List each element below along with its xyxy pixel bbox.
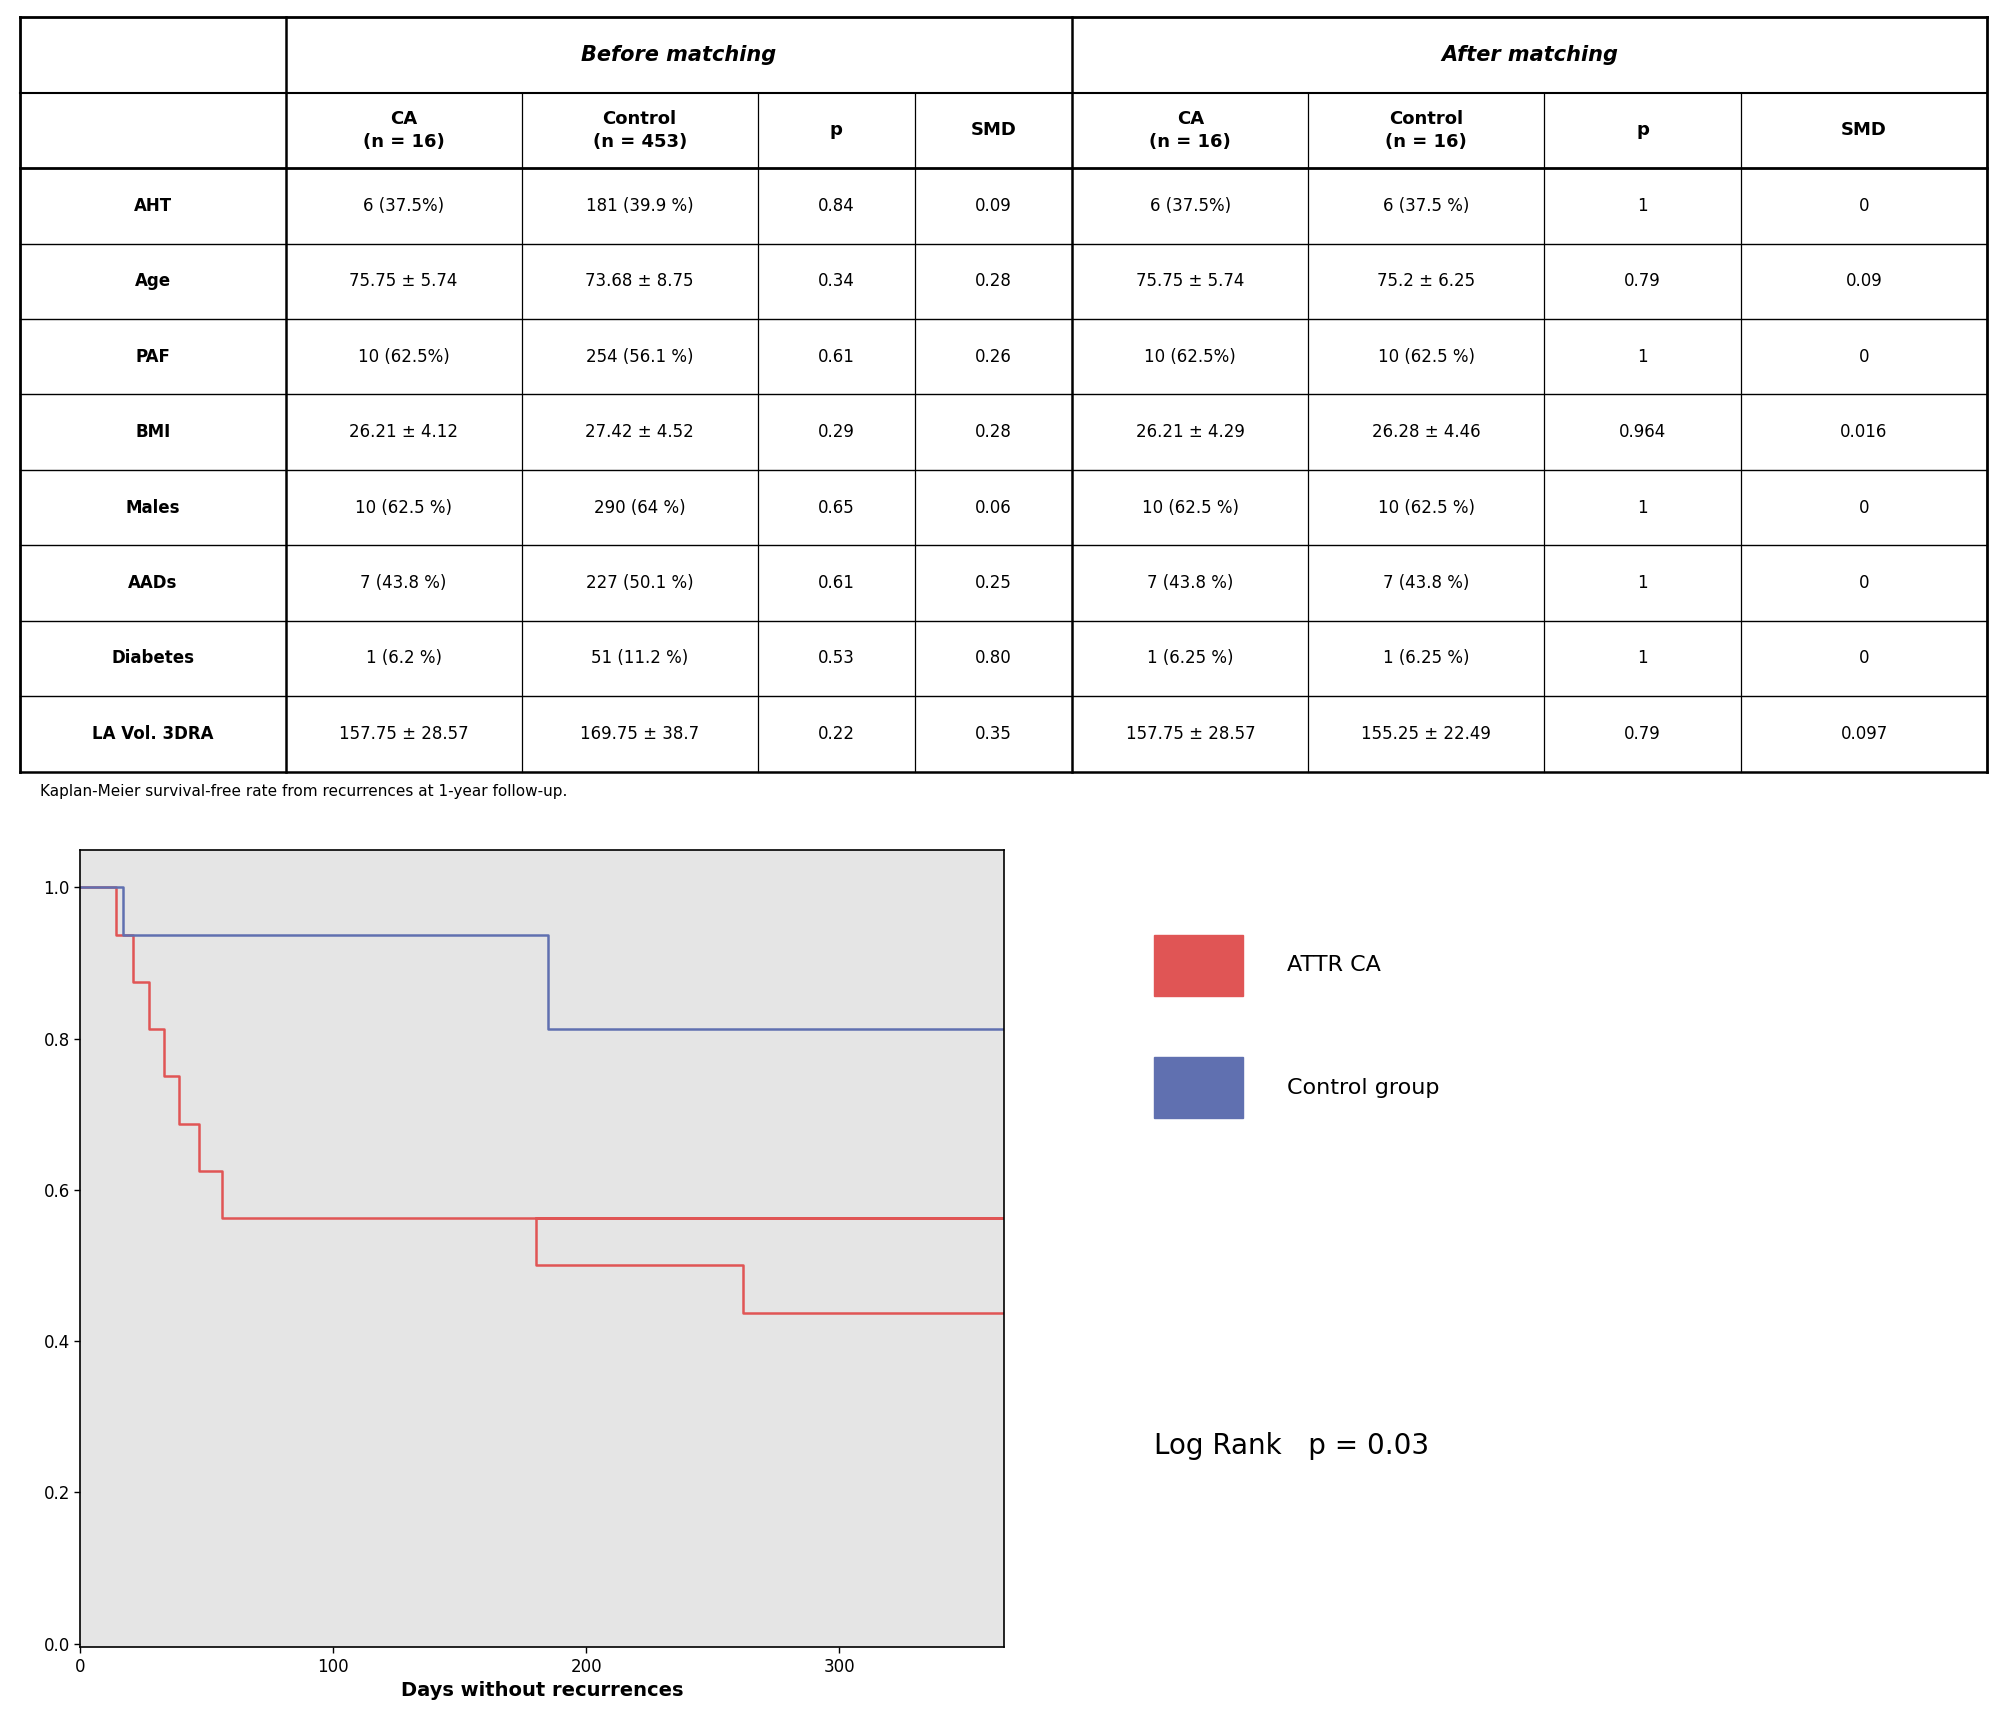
Text: After matching: After matching (1441, 45, 1618, 66)
Text: Before matching: Before matching (582, 45, 777, 66)
Text: 75.2 ± 6.25: 75.2 ± 6.25 (1377, 272, 1475, 290)
Text: 169.75 ± 38.7: 169.75 ± 38.7 (580, 725, 698, 742)
Text: 1 (6.25 %): 1 (6.25 %) (1148, 650, 1234, 668)
Text: AHT: AHT (134, 198, 173, 215)
Text: 0.28: 0.28 (975, 423, 1012, 440)
Text: Kaplan-Meier survival-free rate from recurrences at 1-year follow-up.: Kaplan-Meier survival-free rate from rec… (40, 784, 568, 799)
Text: 1: 1 (1638, 650, 1648, 668)
Bar (1154, 1058, 1242, 1118)
Text: CA
(n = 16): CA (n = 16) (1150, 111, 1230, 151)
Text: 26.21 ± 4.12: 26.21 ± 4.12 (349, 423, 458, 440)
Text: 10 (62.5 %): 10 (62.5 %) (1142, 499, 1238, 517)
Text: 10 (62.5 %): 10 (62.5 %) (1379, 499, 1475, 517)
Text: Males: Males (126, 499, 181, 517)
Text: 0: 0 (1858, 499, 1869, 517)
Text: 0.61: 0.61 (819, 349, 855, 366)
Text: AADs: AADs (128, 574, 177, 591)
Text: 157.75 ± 28.57: 157.75 ± 28.57 (339, 725, 468, 742)
Text: Control
(n = 453): Control (n = 453) (592, 111, 686, 151)
Text: 26.28 ± 4.46: 26.28 ± 4.46 (1373, 423, 1481, 440)
Text: CA
(n = 16): CA (n = 16) (363, 111, 444, 151)
Text: 51 (11.2 %): 51 (11.2 %) (590, 650, 688, 668)
Text: SMD: SMD (971, 121, 1018, 139)
Text: 0.79: 0.79 (1624, 272, 1662, 290)
Text: 10 (62.5%): 10 (62.5%) (357, 349, 450, 366)
Text: 0: 0 (1858, 650, 1869, 668)
Text: 0: 0 (1858, 198, 1869, 215)
Text: 26.21 ± 4.29: 26.21 ± 4.29 (1136, 423, 1244, 440)
Text: 157.75 ± 28.57: 157.75 ± 28.57 (1126, 725, 1254, 742)
Text: 1 (6.2 %): 1 (6.2 %) (365, 650, 442, 668)
Text: 0.016: 0.016 (1840, 423, 1889, 440)
Text: 0.28: 0.28 (975, 272, 1012, 290)
Text: ATTR CA: ATTR CA (1286, 955, 1381, 976)
Text: 10 (62.5 %): 10 (62.5 %) (355, 499, 452, 517)
Text: 181 (39.9 %): 181 (39.9 %) (586, 198, 694, 215)
Text: Age: Age (134, 272, 171, 290)
Text: 155.25 ± 22.49: 155.25 ± 22.49 (1361, 725, 1491, 742)
Text: 73.68 ± 8.75: 73.68 ± 8.75 (586, 272, 694, 290)
Text: 7 (43.8 %): 7 (43.8 %) (361, 574, 448, 591)
Text: 0.35: 0.35 (975, 725, 1012, 742)
Text: 7 (43.8 %): 7 (43.8 %) (1148, 574, 1234, 591)
Text: 227 (50.1 %): 227 (50.1 %) (586, 574, 694, 591)
Text: 0.26: 0.26 (975, 349, 1012, 366)
Text: PAF: PAF (134, 349, 171, 366)
Text: 10 (62.5%): 10 (62.5%) (1144, 349, 1236, 366)
Text: 1: 1 (1638, 349, 1648, 366)
Text: 0.22: 0.22 (817, 725, 855, 742)
Text: 1: 1 (1638, 574, 1648, 591)
Text: Control
(n = 16): Control (n = 16) (1385, 111, 1467, 151)
Text: 75.75 ± 5.74: 75.75 ± 5.74 (349, 272, 458, 290)
Text: 27.42 ± 4.52: 27.42 ± 4.52 (586, 423, 694, 440)
Text: 0.80: 0.80 (975, 650, 1012, 668)
Text: 0.34: 0.34 (819, 272, 855, 290)
Text: 0.964: 0.964 (1620, 423, 1666, 440)
Text: 0.84: 0.84 (819, 198, 855, 215)
Text: 0.25: 0.25 (975, 574, 1012, 591)
Text: 1: 1 (1638, 198, 1648, 215)
Text: 0.53: 0.53 (819, 650, 855, 668)
Text: 290 (64 %): 290 (64 %) (594, 499, 686, 517)
Text: 0.06: 0.06 (975, 499, 1012, 517)
Text: BMI: BMI (134, 423, 171, 440)
Text: 254 (56.1 %): 254 (56.1 %) (586, 349, 692, 366)
Text: 1: 1 (1638, 499, 1648, 517)
Text: 0.79: 0.79 (1624, 725, 1662, 742)
Text: LA Vol. 3DRA: LA Vol. 3DRA (92, 725, 213, 742)
Text: 0.65: 0.65 (819, 499, 855, 517)
Text: 0.61: 0.61 (819, 574, 855, 591)
Text: 6 (37.5%): 6 (37.5%) (363, 198, 444, 215)
Text: p: p (829, 121, 843, 139)
Bar (1154, 935, 1242, 995)
Text: 0: 0 (1858, 574, 1869, 591)
Text: 0.09: 0.09 (1846, 272, 1883, 290)
Text: 1 (6.25 %): 1 (6.25 %) (1383, 650, 1469, 668)
Text: 0.29: 0.29 (819, 423, 855, 440)
Text: 6 (37.5%): 6 (37.5%) (1150, 198, 1230, 215)
Text: 10 (62.5 %): 10 (62.5 %) (1379, 349, 1475, 366)
Text: Log Rank   p = 0.03: Log Rank p = 0.03 (1154, 1432, 1429, 1460)
Text: 0.097: 0.097 (1840, 725, 1889, 742)
Text: 75.75 ± 5.74: 75.75 ± 5.74 (1136, 272, 1244, 290)
Text: Diabetes: Diabetes (110, 650, 195, 668)
Text: 0.09: 0.09 (975, 198, 1012, 215)
Text: Control group: Control group (1286, 1077, 1439, 1098)
Text: 6 (37.5 %): 6 (37.5 %) (1383, 198, 1469, 215)
Text: SMD: SMD (1840, 121, 1887, 139)
X-axis label: Days without recurrences: Days without recurrences (401, 1682, 682, 1701)
Text: 7 (43.8 %): 7 (43.8 %) (1383, 574, 1469, 591)
Text: 0: 0 (1858, 349, 1869, 366)
Text: p: p (1636, 121, 1650, 139)
